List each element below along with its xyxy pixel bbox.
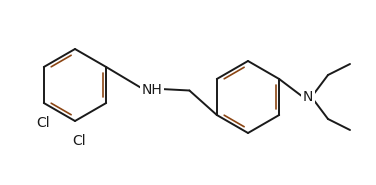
Text: Cl: Cl xyxy=(36,116,50,130)
Text: NH: NH xyxy=(142,83,162,97)
Text: N: N xyxy=(303,90,313,104)
Text: Cl: Cl xyxy=(72,134,86,148)
